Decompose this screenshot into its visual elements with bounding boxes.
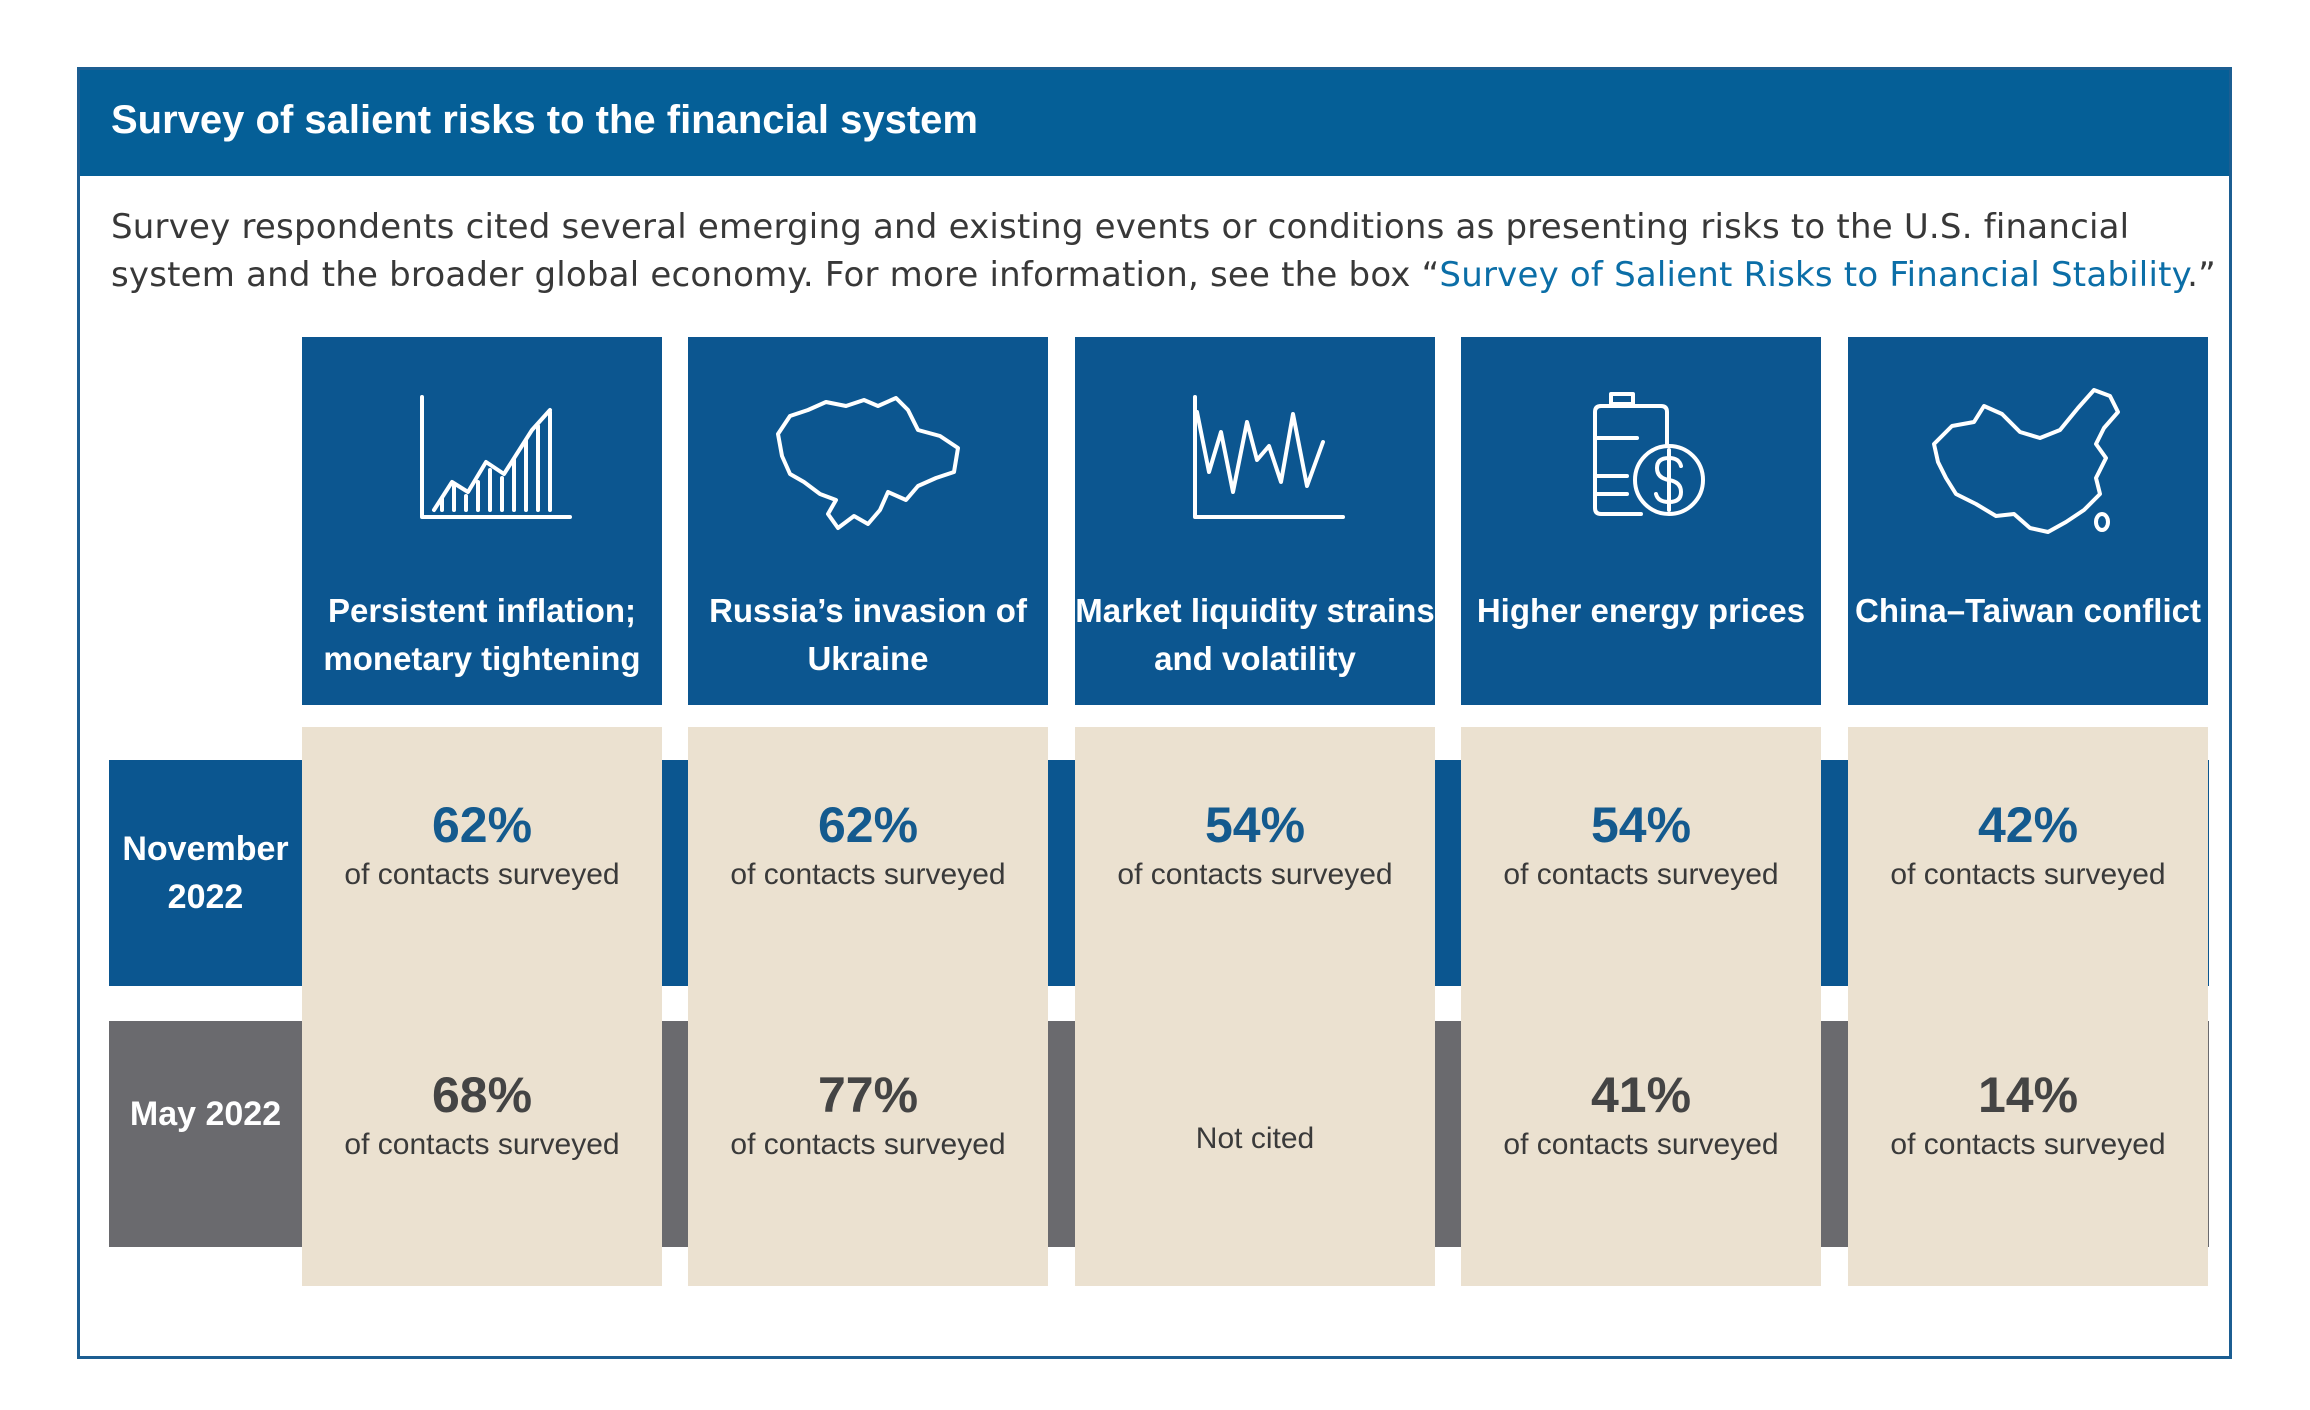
column-label: Market liquidity strains and volatility	[1075, 592, 1435, 677]
column-label: Russia’s invasion of Ukraine	[709, 592, 1027, 677]
column-header-inflation: Persistent inflation; monetary tightenin…	[302, 337, 662, 705]
cell-may: 77% of contacts surveyed	[688, 1067, 1048, 1166]
rising-bar-chart-icon	[420, 395, 572, 519]
oil-barrel-dollar-icon	[1593, 392, 1705, 516]
cell-november: 62% of contacts surveyed	[688, 797, 1048, 896]
row-label-november: November 2022	[122, 830, 289, 916]
cell-may: 14% of contacts surveyed	[1848, 1067, 2208, 1166]
percentage-value: 54%	[1204, 797, 1306, 853]
column-label: Persistent inflation; monetary tightenin…	[323, 592, 641, 677]
percentage-caption: of contacts surveyed	[1503, 858, 1779, 891]
survey-box-link[interactable]: Survey of Salient Risks to Financial Sta…	[1439, 255, 2188, 295]
china-map-icon	[1932, 388, 2120, 534]
cell-november: 54% of contacts surveyed	[1461, 797, 1821, 896]
percentage-caption: of contacts surveyed	[1117, 858, 1393, 891]
cell-november: 62% of contacts surveyed	[302, 797, 662, 896]
cell-may-not-cited: Not cited	[1195, 1122, 1315, 1155]
percentage-value: 62%	[431, 797, 533, 853]
cell-november: 42% of contacts surveyed	[1848, 797, 2208, 896]
cell-november: 54% of contacts surveyed	[1075, 797, 1435, 896]
percentage-caption: of contacts surveyed	[1503, 1128, 1779, 1161]
volatility-line-icon	[1193, 395, 1345, 519]
percentage-value: 42%	[1977, 797, 2079, 853]
description-text: Survey respondents cited several emergin…	[111, 207, 2130, 295]
column-header-ukraine: Russia’s invasion of Ukraine	[688, 337, 1048, 705]
data-column-china-taiwan: 42% of contacts surveyed 14% of contacts…	[1848, 727, 2208, 1286]
data-column-ukraine: 62% of contacts surveyed 77% of contacts…	[688, 727, 1048, 1286]
cell-may: 68% of contacts surveyed	[302, 1067, 662, 1166]
description-tail: .”	[2187, 255, 2216, 295]
title-bar: Survey of salient risks to the financial…	[80, 70, 2229, 176]
page-title: Survey of salient risks to the financial…	[111, 98, 978, 142]
column-header-energy: Higher energy prices	[1461, 337, 1821, 705]
cell-may: 41% of contacts surveyed	[1461, 1067, 1821, 1166]
percentage-caption: of contacts surveyed	[1890, 858, 2166, 891]
column-label: China–Taiwan conflict	[1855, 592, 2201, 629]
data-column-energy: 54% of contacts surveyed 41% of contacts…	[1461, 727, 1821, 1286]
row-label-may: May 2022	[129, 1095, 282, 1133]
percentage-caption: of contacts surveyed	[730, 858, 1006, 891]
column-label: Higher energy prices	[1476, 592, 1806, 629]
ukraine-map-icon	[776, 396, 960, 530]
percentage-value: 77%	[817, 1067, 919, 1123]
percentage-caption: of contacts surveyed	[344, 1128, 620, 1161]
percentage-value: 41%	[1590, 1067, 1692, 1123]
percentage-caption: of contacts surveyed	[344, 858, 620, 891]
percentage-caption: of contacts surveyed	[730, 1128, 1006, 1161]
data-column-liquidity: 54% of contacts surveyed Not cited	[1075, 727, 1435, 1286]
percentage-value: 14%	[1977, 1067, 2079, 1123]
column-header-china-taiwan: China–Taiwan conflict	[1848, 337, 2208, 705]
data-column-inflation: 62% of contacts surveyed 68% of contacts…	[302, 727, 662, 1286]
percentage-value: 54%	[1590, 797, 1692, 853]
percentage-value: 68%	[431, 1067, 533, 1123]
description-paragraph: Survey respondents cited several emergin…	[111, 203, 2221, 299]
percentage-caption: of contacts surveyed	[1890, 1128, 2166, 1161]
column-header-liquidity: Market liquidity strains and volatility	[1075, 337, 1435, 705]
percentage-value: 62%	[817, 797, 919, 853]
